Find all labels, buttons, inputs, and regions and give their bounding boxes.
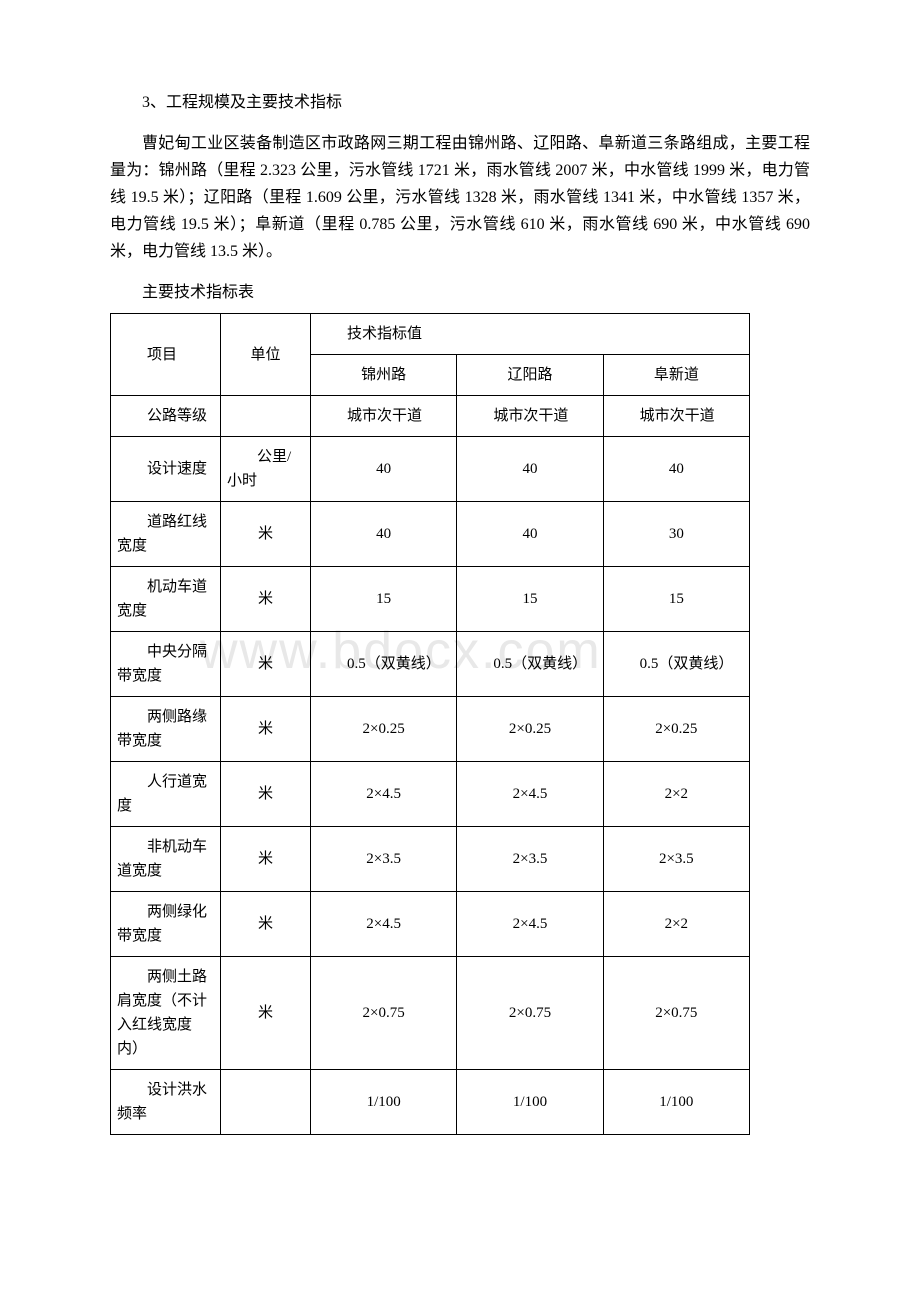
table-row: 公路等级城市次干道城市次干道城市次干道 [111, 396, 750, 437]
col-header-road-0: 锦州路 [311, 355, 457, 396]
table-row: 非机动车道宽度米2×3.52×3.52×3.5 [111, 827, 750, 892]
table-row: 设计洪水频率1/1001/1001/100 [111, 1070, 750, 1135]
cell-item: 非机动车道宽度 [111, 827, 221, 892]
cell-item: 设计洪水频率 [111, 1070, 221, 1135]
cell-unit: 米 [221, 892, 311, 957]
cell-item: 人行道宽度 [111, 762, 221, 827]
cell-unit: 米 [221, 502, 311, 567]
table-row: 设计速度公里/小时404040 [111, 437, 750, 502]
cell-item: 设计速度 [111, 437, 221, 502]
table-row: 人行道宽度米2×4.52×4.52×2 [111, 762, 750, 827]
cell-value: 40 [457, 502, 603, 567]
table-row: 两侧绿化带宽度米2×4.52×4.52×2 [111, 892, 750, 957]
body-paragraph: 曹妃甸工业区装备制造区市政路网三期工程由锦州路、辽阳路、阜新道三条路组成，主要工… [110, 130, 810, 266]
col-header-unit: 单位 [221, 314, 311, 396]
cell-unit: 米 [221, 762, 311, 827]
cell-value: 2×2 [603, 762, 749, 827]
cell-value: 2×0.75 [457, 957, 603, 1070]
cell-value: 2×3.5 [457, 827, 603, 892]
table-row: 两侧土路肩宽度（不计入红线宽度内）米2×0.752×0.752×0.75 [111, 957, 750, 1070]
cell-value: 1/100 [457, 1070, 603, 1135]
cell-unit: 米 [221, 957, 311, 1070]
table-row: 中央分隔带宽度米0.5（双黄线）0.5（双黄线）0.5（双黄线） [111, 632, 750, 697]
cell-value: 0.5（双黄线） [603, 632, 749, 697]
cell-unit: 米 [221, 827, 311, 892]
cell-unit [221, 1070, 311, 1135]
cell-value: 2×2 [603, 892, 749, 957]
col-header-tech: 技术指标值 [311, 314, 750, 355]
cell-value: 40 [311, 437, 457, 502]
cell-value: 40 [603, 437, 749, 502]
cell-value: 2×0.25 [311, 697, 457, 762]
cell-value: 1/100 [603, 1070, 749, 1135]
cell-unit: 公里/小时 [221, 437, 311, 502]
cell-value: 城市次干道 [311, 396, 457, 437]
cell-unit: 米 [221, 697, 311, 762]
cell-value: 0.5（双黄线） [457, 632, 603, 697]
cell-value: 2×4.5 [311, 762, 457, 827]
cell-value: 40 [457, 437, 603, 502]
cell-item: 中央分隔带宽度 [111, 632, 221, 697]
cell-value: 2×3.5 [603, 827, 749, 892]
cell-item: 公路等级 [111, 396, 221, 437]
cell-item: 两侧绿化带宽度 [111, 892, 221, 957]
cell-unit: 米 [221, 632, 311, 697]
cell-unit: 米 [221, 567, 311, 632]
cell-value: 2×0.75 [311, 957, 457, 1070]
table-header-row-1: 项目 单位 技术指标值 [111, 314, 750, 355]
cell-unit [221, 396, 311, 437]
cell-item: 两侧土路肩宽度（不计入红线宽度内） [111, 957, 221, 1070]
cell-value: 15 [311, 567, 457, 632]
table-row: 道路红线宽度米404030 [111, 502, 750, 567]
cell-value: 40 [311, 502, 457, 567]
cell-value: 1/100 [311, 1070, 457, 1135]
cell-value: 2×4.5 [457, 762, 603, 827]
col-header-road-1: 辽阳路 [457, 355, 603, 396]
cell-value: 2×4.5 [311, 892, 457, 957]
cell-value: 2×3.5 [311, 827, 457, 892]
cell-item: 道路红线宽度 [111, 502, 221, 567]
col-header-road-2: 阜新道 [603, 355, 749, 396]
cell-value: 0.5（双黄线） [311, 632, 457, 697]
tech-indicator-table: 项目 单位 技术指标值 锦州路 辽阳路 阜新道 公路等级城市次干道城市次干道城市… [110, 313, 750, 1135]
cell-value: 15 [603, 567, 749, 632]
section-title: 3、工程规模及主要技术指标 [110, 90, 810, 116]
col-header-item: 项目 [111, 314, 221, 396]
cell-value: 2×4.5 [457, 892, 603, 957]
cell-value: 2×0.75 [603, 957, 749, 1070]
cell-value: 2×0.25 [457, 697, 603, 762]
table-row: 两侧路缘带宽度米2×0.252×0.252×0.25 [111, 697, 750, 762]
cell-value: 城市次干道 [603, 396, 749, 437]
table-row: 机动车道宽度米151515 [111, 567, 750, 632]
cell-value: 城市次干道 [457, 396, 603, 437]
cell-item: 机动车道宽度 [111, 567, 221, 632]
cell-value: 2×0.25 [603, 697, 749, 762]
cell-value: 30 [603, 502, 749, 567]
table-caption: 主要技术指标表 [110, 280, 810, 306]
cell-item: 两侧路缘带宽度 [111, 697, 221, 762]
cell-value: 15 [457, 567, 603, 632]
